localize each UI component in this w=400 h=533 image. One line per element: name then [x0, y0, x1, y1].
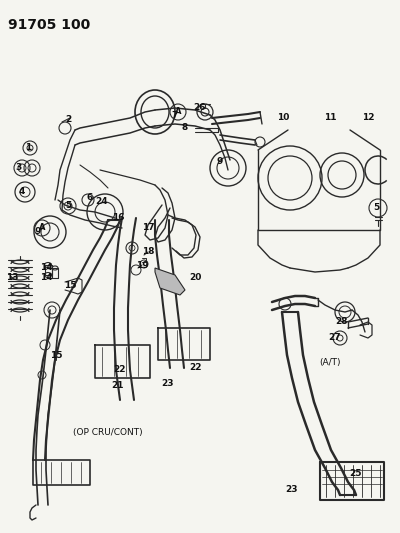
- Text: 28: 28: [336, 318, 348, 327]
- Text: 5: 5: [373, 204, 379, 213]
- Text: 1: 1: [25, 143, 31, 152]
- Text: 13: 13: [6, 273, 18, 282]
- Text: 22: 22: [114, 366, 126, 375]
- Text: 25: 25: [350, 470, 362, 479]
- Text: (A/T): (A/T): [319, 358, 341, 367]
- Text: 21: 21: [112, 382, 124, 391]
- Text: 22: 22: [190, 364, 202, 373]
- Text: 24: 24: [96, 198, 108, 206]
- Text: A: A: [39, 223, 45, 232]
- Text: 23: 23: [286, 486, 298, 495]
- Text: 19: 19: [136, 262, 148, 271]
- Text: 27: 27: [329, 334, 341, 343]
- Text: 9: 9: [35, 228, 41, 237]
- Polygon shape: [155, 268, 185, 295]
- Text: 18: 18: [142, 247, 154, 256]
- Text: 14: 14: [40, 263, 52, 272]
- Text: 6: 6: [87, 193, 93, 203]
- Text: 7: 7: [172, 110, 178, 119]
- Text: 15: 15: [50, 351, 62, 360]
- Text: 14: 14: [40, 273, 52, 282]
- Text: 91705 100: 91705 100: [8, 18, 90, 32]
- Text: 10: 10: [277, 114, 289, 123]
- Text: A: A: [175, 108, 181, 117]
- Text: 12: 12: [362, 114, 374, 123]
- Text: (OP CRU/CONT): (OP CRU/CONT): [73, 427, 143, 437]
- Text: 20: 20: [189, 273, 201, 282]
- Text: 15: 15: [64, 281, 76, 290]
- Text: 5: 5: [65, 201, 71, 211]
- Text: 23: 23: [162, 379, 174, 389]
- Text: 17: 17: [142, 223, 154, 232]
- Text: 4: 4: [19, 188, 25, 197]
- Text: 26: 26: [194, 103, 206, 112]
- Text: 8: 8: [182, 124, 188, 133]
- Text: 3: 3: [15, 164, 21, 173]
- Text: 11: 11: [324, 114, 336, 123]
- Text: 9: 9: [217, 157, 223, 166]
- Text: 16: 16: [112, 214, 124, 222]
- Text: 2: 2: [65, 116, 71, 125]
